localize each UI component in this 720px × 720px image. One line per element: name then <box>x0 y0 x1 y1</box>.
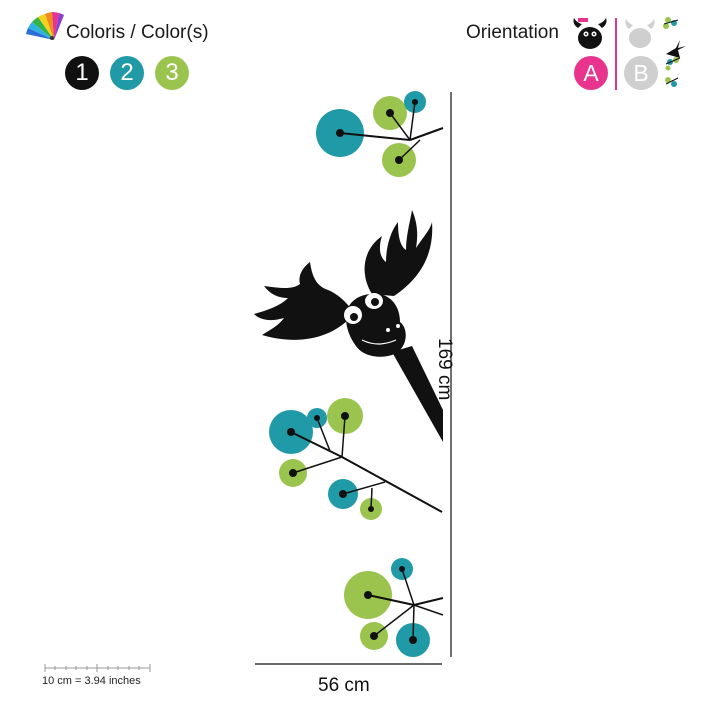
moose-tree-preview-icon[interactable] <box>622 14 690 90</box>
colors-title: Coloris / Color(s) <box>66 22 209 43</box>
color-swatch-1[interactable]: 1 <box>65 56 99 90</box>
scale-label: 10 cm = 3.94 inches <box>42 675 141 687</box>
height-dimension-label: 169 cm <box>434 338 455 401</box>
width-dimension-label: 56 cm <box>318 675 370 696</box>
middle-branch <box>269 398 443 520</box>
orientation-option-b[interactable]: B <box>624 56 658 90</box>
orientation-divider <box>615 18 617 90</box>
bottom-branch <box>344 558 444 657</box>
color-swatch-2[interactable]: 2 <box>110 56 144 90</box>
top-branch <box>316 91 444 177</box>
orientation-title: Orientation <box>466 22 559 43</box>
orientation-option-a[interactable]: A <box>574 56 608 90</box>
color-swatch-3[interactable]: 3 <box>155 56 189 90</box>
scale-ruler <box>44 664 151 672</box>
moose-preview-icon[interactable] <box>570 14 612 54</box>
moose-illustration <box>254 210 443 442</box>
color-fan-icon <box>26 12 64 40</box>
